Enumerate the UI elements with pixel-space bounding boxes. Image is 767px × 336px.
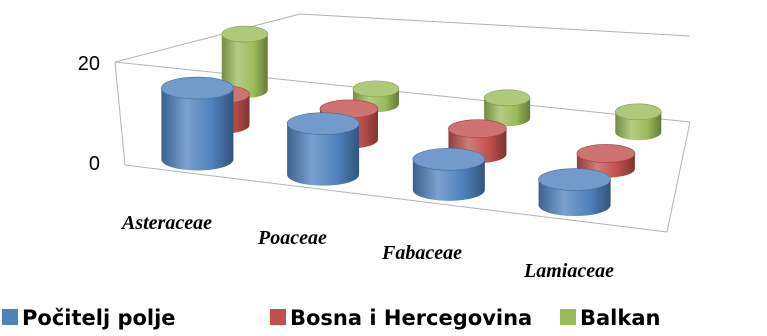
legend-item-pocitelj-polje: Počitelj polje — [2, 306, 176, 330]
legend-item-balkan: Balkan — [560, 306, 660, 330]
gridline-20-back — [299, 13, 691, 37]
y-tick-0: 0 — [89, 153, 100, 175]
legend-label: Bosna i Hercegovina — [290, 306, 532, 330]
floor-back-edge — [114, 61, 691, 123]
floor-right-edge — [666, 121, 691, 233]
bar-pocitelj-polje-asteraceae — [161, 76, 234, 171]
legend-item-bosna-i-hercegovina: Bosna i Hercegovina — [270, 306, 532, 330]
legend-label: Počitelj polje — [22, 306, 176, 330]
legend-swatch — [560, 309, 576, 325]
y-axis-ticks: 0 20 — [78, 53, 100, 175]
gridline-20-left — [114, 13, 301, 63]
bar-balkan-asteraceae — [221, 25, 269, 99]
category-label-poaceae: Poaceae — [257, 227, 327, 249]
bar-balkan-fabaceae — [483, 89, 531, 127]
legend-swatch — [2, 309, 18, 325]
bar-pocitelj-polje-fabaceae — [412, 147, 486, 201]
floor-front-edge — [124, 164, 668, 233]
category-label-lamiaceae: Lamiaceae — [523, 260, 614, 282]
bars-layer — [161, 25, 662, 217]
bar-pocitelj-polje-poaceae — [286, 112, 360, 186]
legend-swatch — [270, 309, 286, 325]
category-label-asteraceae: Asteraceae — [120, 212, 212, 234]
category-label-fabaceae: Fabaceae — [381, 242, 462, 264]
category-labels: Asteraceae Poaceae Fabaceae Lamiaceae — [120, 212, 614, 282]
chart-frame — [114, 13, 691, 233]
legend-label: Balkan — [580, 306, 660, 330]
floor-left-edge — [114, 61, 126, 166]
bar-pocitelj-polje-lamiaceae — [538, 168, 611, 217]
bar-balkan-lamiaceae — [614, 103, 662, 141]
y-tick-20: 20 — [78, 53, 100, 75]
bar-bosna-i-hercegovina-lamiaceae — [576, 144, 636, 178]
legend: Počitelj polje Bosna i Hercegovina Balkan — [2, 306, 660, 330]
